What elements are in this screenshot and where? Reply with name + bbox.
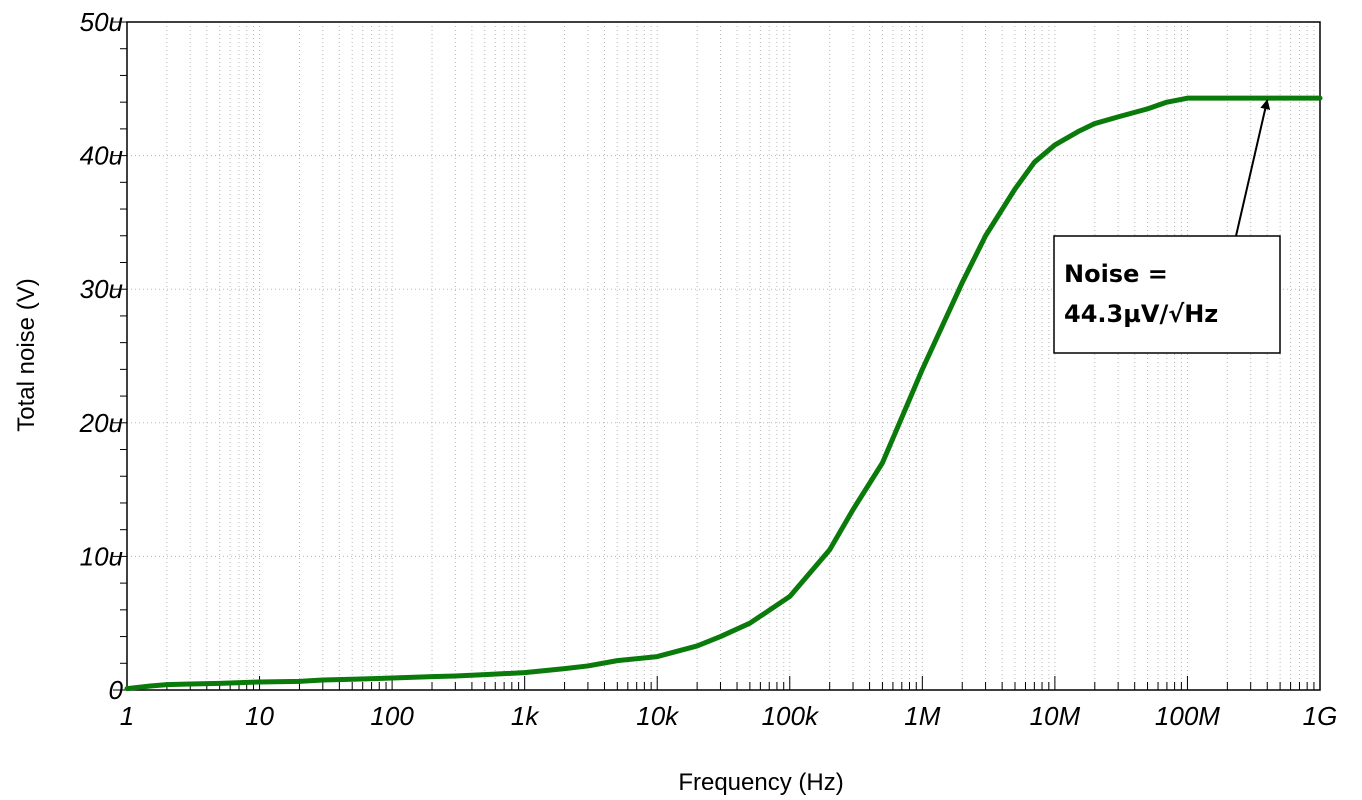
annotation: Noise = 44.3µV/√Hz — [1053, 99, 1281, 354]
x-tick-label: 100 — [370, 701, 414, 731]
x-tick-label: 10M — [1030, 701, 1081, 731]
series-layer — [124, 95, 1323, 692]
annotation-arrow — [1235, 99, 1271, 237]
y-tick-label: 20u — [79, 408, 123, 438]
noise-curve — [124, 95, 1323, 692]
x-tick-label: 1G — [1303, 701, 1338, 731]
y-tick-label: 40u — [80, 141, 123, 171]
x-tick-label: 100k — [762, 701, 820, 731]
y-tick-label: 0 — [109, 675, 124, 705]
x-tick-label: 1 — [120, 701, 134, 731]
grid — [127, 22, 1320, 690]
x-tick-label: 1k — [511, 701, 540, 731]
axes: 1 10 100 1k 10k 100k 1M 10M 100M 1G 0 10u 20u 30u 40u 5… — [79, 7, 1338, 731]
x-tick-label: 100M — [1155, 701, 1220, 731]
x-tick-label: 10k — [636, 701, 680, 731]
y-tick-label: 30u — [80, 274, 123, 304]
x-axis-label: Frequency (Hz) — [678, 769, 843, 796]
annotation-text-line2: 44.3µV/√Hz — [1064, 300, 1218, 328]
annotation-box — [1053, 235, 1281, 354]
y-axis-label: Total noise (V) — [13, 278, 40, 431]
x-tick-label: 1M — [904, 701, 940, 731]
annotation-text-line1: Noise = — [1064, 260, 1168, 288]
x-tick-label: 10 — [245, 701, 274, 731]
y-tick-label: 10u — [80, 541, 123, 571]
plot-frame — [126, 21, 1321, 691]
y-tick-label: 50u — [80, 7, 123, 37]
